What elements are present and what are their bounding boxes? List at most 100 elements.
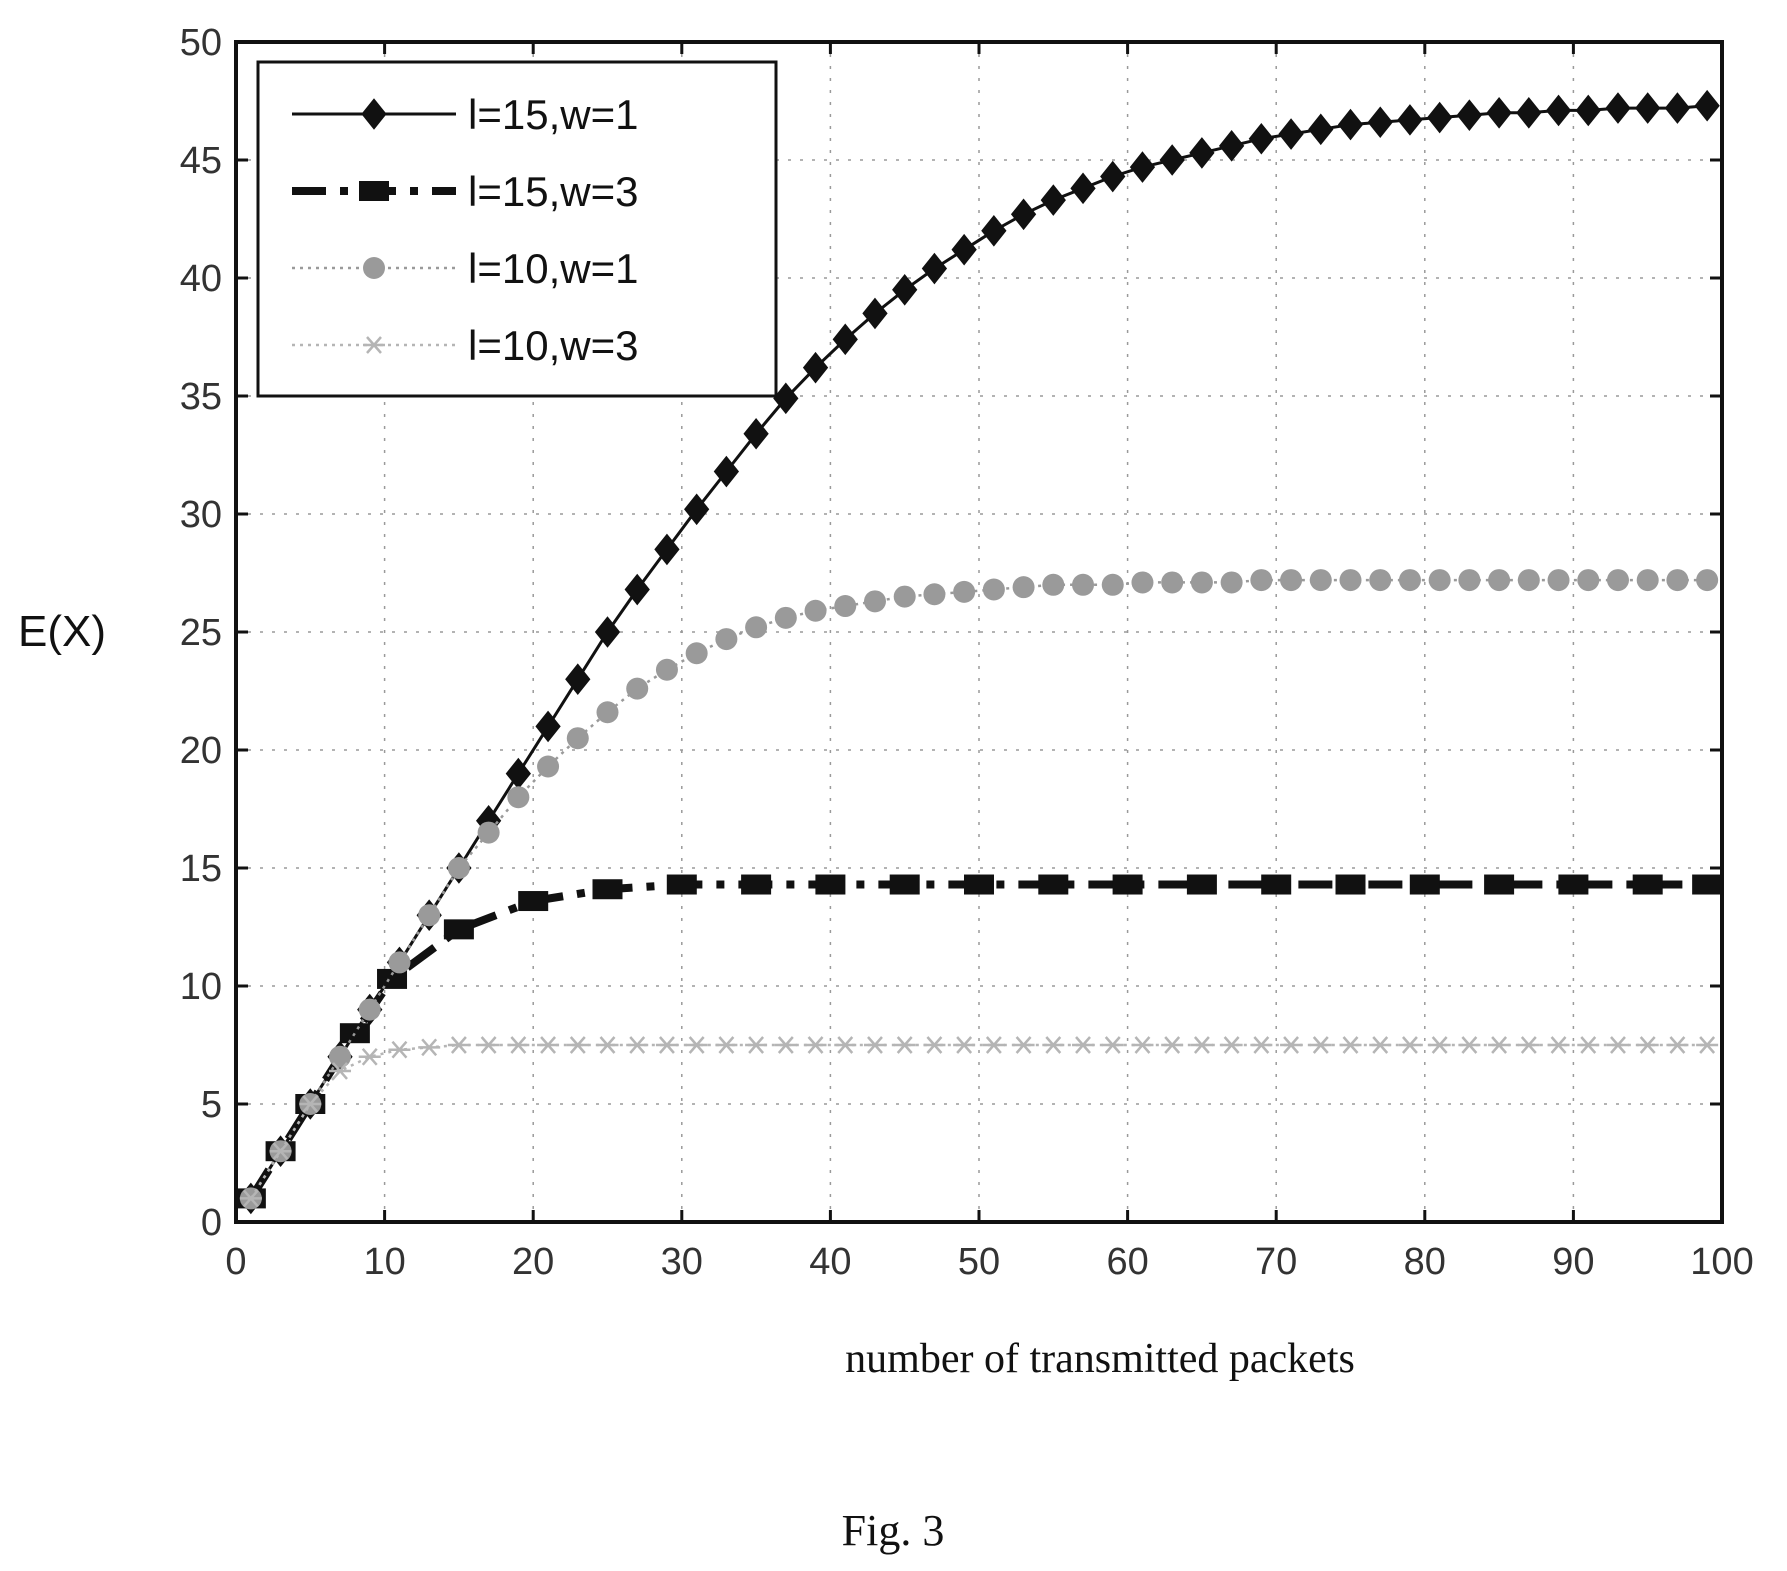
data-point: [1696, 569, 1719, 592]
data-point: [1010, 198, 1037, 231]
y-tick-label: 20: [180, 730, 222, 772]
x-tick-label: 10: [363, 1241, 405, 1283]
data-point: [834, 1036, 857, 1054]
data-point: [1131, 571, 1154, 594]
data-point: [1161, 571, 1184, 594]
data-point: [1339, 569, 1362, 592]
data-point: [1458, 569, 1481, 592]
data-point: [269, 1142, 292, 1161]
legend-marker: [359, 181, 389, 201]
x-tick-label: 70: [1255, 1241, 1297, 1283]
data-point: [1070, 172, 1096, 205]
data-point: [518, 891, 549, 912]
data-point: [1038, 874, 1069, 895]
data-point: [1042, 1036, 1065, 1054]
data-point: [1409, 874, 1440, 895]
data-point: [477, 1036, 500, 1054]
data-point: [1112, 874, 1143, 895]
data-point: [1397, 104, 1423, 136]
data-point: [1666, 1036, 1689, 1054]
data-point: [299, 1095, 322, 1113]
data-point: [1131, 1036, 1154, 1054]
data-point: [358, 998, 381, 1021]
data-point: [863, 1036, 886, 1054]
data-point: [1545, 94, 1572, 127]
data-point: [329, 1045, 352, 1068]
data-point: [626, 677, 649, 700]
legend-label: l=15,w=1: [468, 91, 638, 138]
data-point: [1632, 874, 1663, 895]
data-point: [655, 658, 678, 681]
x-tick-label: 20: [512, 1241, 554, 1283]
data-point: [447, 857, 470, 879]
data-point: [388, 951, 411, 974]
data-point: [1428, 569, 1451, 592]
figure-caption: Fig. 3: [842, 1506, 945, 1555]
data-point: [1072, 573, 1095, 596]
data-point: [388, 1040, 411, 1059]
data-point: [1398, 1036, 1421, 1054]
data-point: [1428, 1036, 1451, 1054]
data-point: [889, 874, 920, 895]
data-point: [1547, 569, 1570, 592]
data-point: [1606, 569, 1629, 592]
data-point: [626, 1036, 649, 1054]
data-point: [447, 1036, 470, 1054]
data-point: [863, 590, 886, 613]
data-point: [1159, 144, 1185, 176]
data-point: [715, 1036, 738, 1054]
data-point: [773, 382, 799, 415]
data-point: [654, 533, 680, 566]
x-tick-label: 50: [958, 1241, 1000, 1283]
data-point: [1189, 137, 1215, 169]
data-point: [1692, 874, 1723, 895]
y-tick-label: 5: [201, 1084, 222, 1126]
data-point: [1308, 113, 1334, 146]
y-tick-label: 40: [180, 258, 222, 300]
data-point: [832, 323, 858, 356]
data-point: [1694, 89, 1720, 122]
data-point: [1488, 1036, 1511, 1054]
y-tick-label: 10: [180, 966, 222, 1008]
data-point: [1186, 874, 1217, 895]
data-point: [804, 599, 827, 622]
data-point: [1488, 569, 1511, 592]
data-point: [1398, 569, 1421, 592]
data-point: [892, 273, 918, 306]
data-point: [1190, 571, 1213, 594]
x-tick-label: 40: [809, 1241, 851, 1283]
y-tick-label: 35: [180, 376, 222, 418]
data-point: [834, 595, 857, 618]
data-point: [774, 1036, 797, 1054]
data-point: [713, 455, 740, 488]
legend-label: l=10,w=3: [468, 322, 638, 369]
data-point: [565, 663, 591, 696]
data-point: [535, 710, 561, 743]
data-point: [1161, 1036, 1184, 1054]
legend-marker: [363, 257, 385, 279]
data-point: [537, 755, 560, 778]
data-point: [715, 628, 738, 651]
data-point: [951, 233, 977, 266]
legend-label: l=10,w=1: [468, 245, 638, 292]
data-point: [1636, 569, 1659, 592]
data-point: [1606, 1036, 1629, 1054]
data-point: [745, 1036, 768, 1054]
data-point: [339, 1023, 370, 1044]
data-point: [477, 821, 500, 844]
data-point: [685, 642, 708, 665]
data-point: [507, 1036, 530, 1054]
data-point: [1558, 874, 1589, 895]
data-point: [1280, 569, 1303, 592]
data-point: [774, 606, 797, 629]
data-point: [594, 616, 621, 648]
legend-marker: [361, 98, 387, 130]
data-point: [329, 1062, 352, 1080]
x-tick-label: 30: [661, 1241, 703, 1283]
data-point: [1337, 108, 1364, 141]
data-point: [1577, 569, 1600, 592]
data-point: [1012, 1036, 1035, 1054]
data-point: [1517, 1036, 1540, 1054]
data-point: [982, 1036, 1005, 1054]
